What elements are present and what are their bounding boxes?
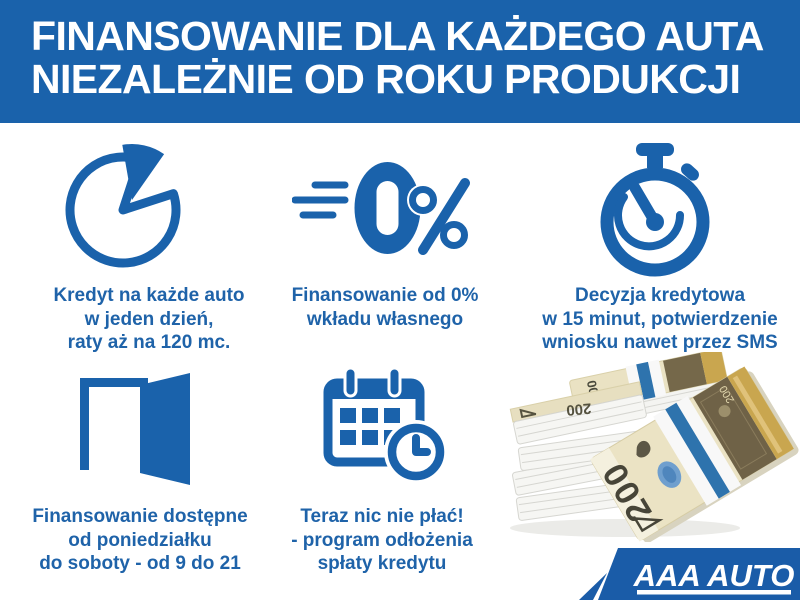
pie-chart-icon (65, 144, 181, 268)
caption-line: wkładu własnego (306, 308, 464, 330)
stopwatch-icon (600, 143, 710, 277)
caption-line: wniosku nawet przez SMS (542, 332, 778, 353)
zero-percent-icon (292, 162, 470, 255)
caption-line: Finansowanie od 0% (291, 285, 479, 306)
caption-line: Teraz nic nie płać! (300, 506, 464, 527)
caption-line: Decyzja kredytowa (574, 285, 746, 306)
caption-line: w 15 minut, potwierdzenie (542, 308, 778, 330)
feature-caption-zero-percent: Finansowanie od 0% wkładu własnego (265, 284, 505, 331)
feature-caption-deferred-payment: Teraz nic nie płać! - program odłożenia … (262, 505, 502, 576)
header-title-line2: NIEZALEŻNIE OD ROKU PRODUKCJI (31, 56, 741, 102)
caption-line: w jeden dzień, (84, 308, 214, 330)
caption-line: do soboty - od 9 do 21 (39, 553, 241, 574)
caption-line: raty aż na 120 mc. (67, 332, 231, 353)
caption-line: od poniedziałku (68, 529, 212, 551)
header-title-line1: FINANSOWANIE DLA KAŻDEGO AUTA (31, 13, 764, 59)
caption-line: spłaty kredytu (317, 553, 447, 574)
caption-line: - program odłożenia (291, 529, 473, 551)
feature-caption-availability: Finansowanie dostępne od poniedziałku do… (20, 505, 260, 576)
header-banner: FINANSOWANIE DLA KAŻDEGO AUTA NIEZALEŻNI… (0, 0, 800, 123)
feature-caption-credit: Kredyt na każde auto w jeden dzień, raty… (29, 284, 269, 355)
open-door-icon (80, 373, 190, 485)
feature-caption-decision: Decyzja kredytowa w 15 minut, potwierdze… (530, 284, 790, 355)
banknote-value: 200 (566, 399, 592, 418)
calendar-clock-icon (323, 366, 448, 484)
brand-logo-text: AAA AUTO (633, 558, 795, 593)
caption-line: Kredyt na każde auto (53, 285, 245, 306)
caption-line: Finansowanie dostępne (32, 506, 248, 527)
brand-logo: AAA AUTO (579, 548, 800, 600)
money-stacks-image: 200 200 (509, 352, 799, 542)
